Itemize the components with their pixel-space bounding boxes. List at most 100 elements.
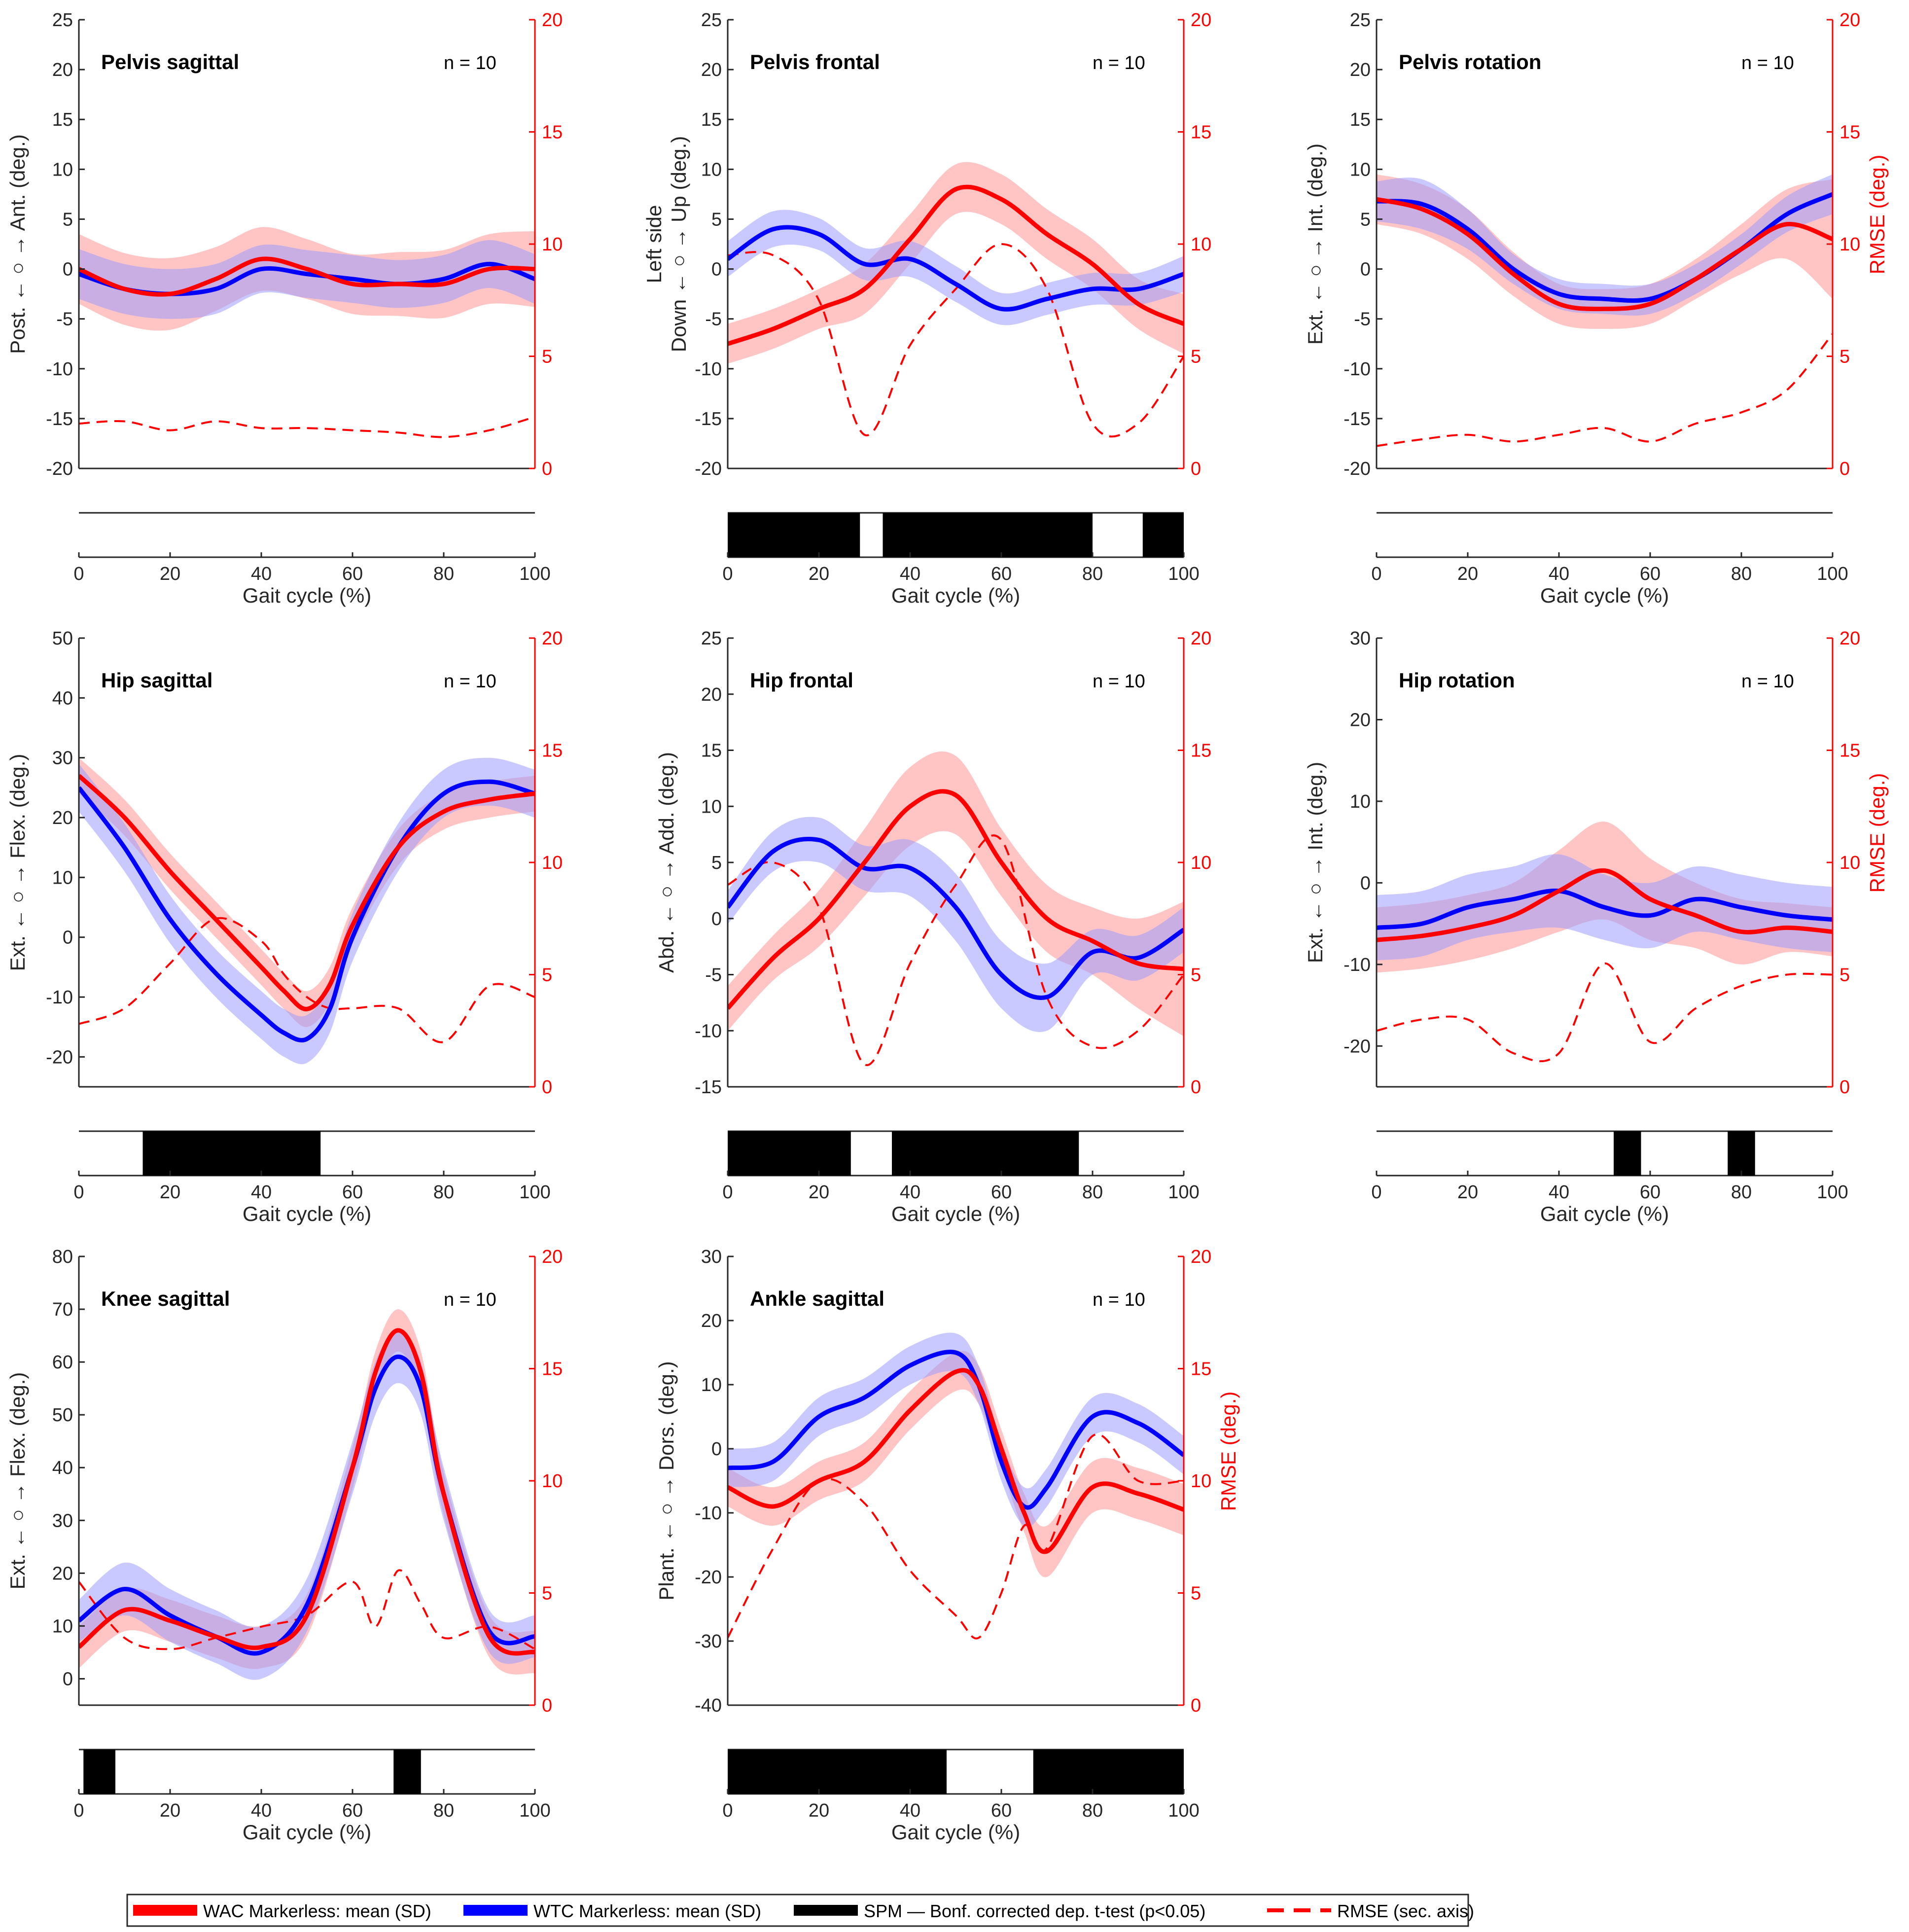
y-tick-label: -15: [46, 409, 73, 429]
y-tick-label: -15: [695, 409, 722, 429]
y-tick-label: 30: [701, 1247, 722, 1267]
y-tick-label: -10: [695, 1503, 722, 1524]
sample-size-label: n = 10: [444, 1289, 496, 1310]
y2-tick-label: 15: [542, 122, 563, 143]
spm-significant-block: [728, 1131, 851, 1176]
x-tick-label: 40: [900, 564, 920, 584]
plot-area: [1377, 174, 1833, 447]
y-tick-label: -5: [705, 965, 722, 986]
y2-tick-label: 5: [1191, 965, 1201, 986]
legend-wac-label: WAC Markerless: mean (SD): [203, 1901, 431, 1921]
panel-pelvis-sagittal: -20 -15 -10 -5 0 5 10 15 20 25 0 5 10 15 20 Post. ← ○ →…: [6, 10, 563, 607]
x-axis-label: Gait cycle (%): [891, 1202, 1020, 1225]
y2-tick-label: 10: [542, 853, 563, 873]
x-tick-label: 60: [991, 1182, 1012, 1203]
y2-tick-label: 20: [542, 628, 563, 649]
rmse-line: [728, 834, 1184, 1066]
y2-tick-label: 20: [1191, 10, 1211, 31]
x-tick-label: 60: [991, 564, 1012, 584]
plot-area: [728, 162, 1184, 438]
y-tick-label: -10: [46, 359, 73, 380]
spm-strip: 0 20 40 60 80 100 Gait cycle (%): [73, 1749, 551, 1844]
y2-tick-label: 15: [542, 741, 563, 761]
y-tick-label: 20: [701, 60, 722, 80]
spm-strip: 0 20 40 60 80 100 Gait cycle (%): [73, 1130, 551, 1225]
y-tick-label: 15: [52, 109, 73, 130]
y-tick-label: 25: [701, 10, 722, 31]
y-tick-label: 0: [711, 259, 722, 280]
x-tick-label: 40: [900, 1182, 920, 1203]
spm-strip: 0 20 40 60 80 100 Gait cycle (%): [73, 512, 551, 607]
y2-tick-label: 5: [1191, 347, 1201, 367]
y-tick-label: 5: [63, 209, 73, 230]
sample-size-label: n = 10: [444, 671, 496, 692]
spm-significant-block: [1614, 1131, 1641, 1176]
y2-tick-label: 15: [1191, 1359, 1211, 1380]
x-axis-label: Gait cycle (%): [243, 1821, 371, 1844]
panels: -20 -15 -10 -5 0 5 10 15 20 25 0 5 10 15 20 Post. ← ○ →…: [6, 10, 1889, 1844]
mean-line-wac: [79, 1328, 535, 1656]
mean-line-wtc: [728, 225, 1184, 312]
x-tick-label: 0: [73, 1800, 84, 1821]
y-tick-label: 25: [1350, 10, 1371, 31]
y2-tick-label: 15: [542, 1359, 563, 1380]
spm-significant-block: [1142, 513, 1184, 557]
sd-band-wtc: [728, 210, 1184, 325]
x-tick-label: 20: [1457, 564, 1478, 584]
y2-tick-label: 15: [1191, 741, 1211, 761]
mean-line-wtc: [79, 779, 535, 1043]
y2-tick-label: 10: [1839, 853, 1860, 873]
x-tick-label: 20: [1457, 1182, 1478, 1203]
legend-spm-label: SPM — Bonf. corrected dep. t-test (p<0.0…: [864, 1901, 1205, 1921]
y2-tick-label: 5: [1839, 965, 1850, 986]
y-tick-label: -10: [695, 359, 722, 380]
panel-title: Hip rotation: [1399, 669, 1515, 692]
spm-significant-block: [728, 1750, 947, 1794]
y-axis-label: Post. ← ○ → Ant. (deg.): [6, 134, 29, 354]
panel-title: Hip frontal: [750, 669, 853, 692]
x-tick-label: 100: [1168, 1182, 1199, 1203]
x-tick-label: 80: [433, 1800, 454, 1821]
y2-tick-label: 10: [1191, 1471, 1211, 1492]
y2-tick-label: 20: [1191, 1247, 1211, 1267]
spm-strip: 0 20 40 60 80 100 Gait cycle (%): [722, 1130, 1200, 1225]
sd-band-wtc: [1377, 174, 1833, 316]
x-tick-label: 20: [160, 1182, 180, 1203]
y-tick-label: 10: [52, 867, 73, 888]
x-tick-label: 20: [160, 1800, 180, 1821]
y-axis-label: Abd. ← ○ → Add. (deg.): [655, 752, 678, 973]
spm-strip: 0 20 40 60 80 100 Gait cycle (%): [722, 1749, 1200, 1844]
y-tick-label: 0: [1360, 873, 1371, 894]
x-tick-label: 40: [1549, 564, 1569, 584]
y-axis-label: Left side: [642, 205, 666, 284]
spm-significant-block: [883, 513, 1093, 557]
y-tick-label: -15: [695, 1077, 722, 1098]
sample-size-label: n = 10: [1741, 53, 1794, 73]
x-tick-label: 0: [73, 564, 84, 584]
y-tick-label: -5: [705, 309, 722, 330]
y-tick-label: 5: [711, 853, 722, 873]
y2-tick-label: 0: [1191, 1695, 1201, 1716]
sd-band-wac: [728, 162, 1184, 364]
x-axis-label: Gait cycle (%): [1540, 584, 1669, 607]
legend: WAC Markerless: mean (SD) WTC Markerless…: [126, 1894, 1474, 1927]
y2-tick-label: 5: [1839, 347, 1850, 367]
y-axis-label: Down ← ○ → Up (deg.): [667, 136, 690, 353]
y-tick-label: 0: [63, 259, 73, 280]
rmse-line: [728, 1433, 1184, 1640]
y-tick-label: 0: [711, 909, 722, 930]
y2-tick-label: 10: [542, 234, 563, 255]
y-tick-label: 0: [63, 1669, 73, 1689]
y2-tick-label: 20: [542, 10, 563, 31]
y-axis-label: Ext. ← ○ → Int. (deg.): [1304, 143, 1327, 345]
y-tick-label: 25: [52, 10, 73, 31]
y2-tick-label: 10: [1191, 853, 1211, 873]
legend-rmse-label: RMSE (sec. axis): [1337, 1901, 1474, 1921]
y-tick-label: 20: [52, 1563, 73, 1584]
y2-tick-label: 0: [1191, 459, 1201, 479]
y-tick-label: -20: [1343, 459, 1371, 479]
plot-area: [79, 227, 535, 438]
y2-tick-label: 20: [1839, 628, 1860, 649]
x-tick-label: 40: [251, 1182, 272, 1203]
y2-tick-label: 10: [1191, 234, 1211, 255]
